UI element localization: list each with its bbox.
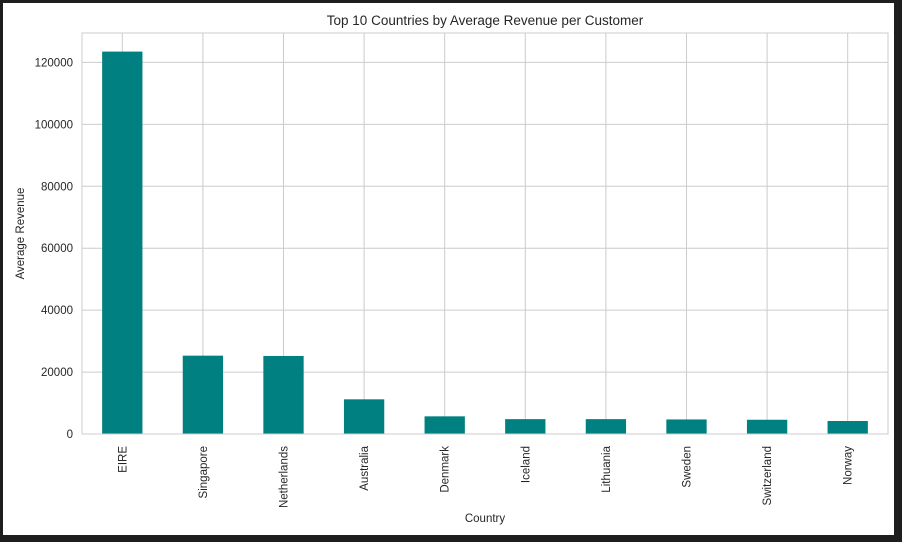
bar-chart: 0 20000 40000 60000 80000 100000 120000 EIRE Si… (15, 13, 889, 525)
y-tick-label: 20000 (41, 367, 73, 379)
x-tick-label: Singapore (198, 446, 210, 498)
y-tick-labels: 0 20000 40000 60000 80000 100000 120000 (35, 57, 73, 441)
y-axis-label: Average Revenue (15, 188, 27, 280)
bar-eire (102, 51, 143, 434)
y-tick-label: 100000 (35, 119, 73, 131)
bar-sweden (666, 419, 707, 434)
plot-border (81, 32, 889, 435)
bar-switzerland (746, 419, 788, 434)
bar-australia (343, 399, 385, 434)
bar-denmark (424, 416, 465, 434)
bar-norway (827, 420, 868, 434)
y-tick-label: 0 (67, 429, 73, 441)
x-tick-label: Sweden (682, 446, 694, 488)
x-tick-label: Australia (359, 445, 371, 490)
x-tick-label: Switzerland (762, 446, 774, 505)
chart-figure: 0 20000 40000 60000 80000 100000 120000 EIRE Si… (3, 3, 894, 535)
y-tick-label: 80000 (41, 181, 73, 193)
bar-lithuania (585, 419, 627, 434)
y-tick-label: 120000 (35, 57, 73, 69)
x-tick-label: Lithuania (601, 445, 613, 492)
bar-netherlands (263, 355, 304, 434)
bar-iceland (505, 419, 546, 434)
bars (102, 51, 868, 434)
x-tick-label: Iceland (520, 446, 532, 483)
x-tick-labels: EIRE Singapore Netherlands Australia Denmark… (117, 445, 854, 508)
x-tick-label: EIRE (117, 446, 129, 473)
y-tick-label: 60000 (41, 243, 73, 255)
x-tick-label: Norway (843, 446, 855, 485)
x-axis-label: Country (465, 513, 506, 525)
x-tick-label: Denmark (440, 446, 452, 493)
y-tick-label: 40000 (41, 305, 73, 317)
x-tick-label: Netherlands (279, 446, 291, 508)
chart-title: Top 10 Countries by Average Revenue per … (327, 13, 644, 28)
bar-singapore (182, 355, 224, 434)
